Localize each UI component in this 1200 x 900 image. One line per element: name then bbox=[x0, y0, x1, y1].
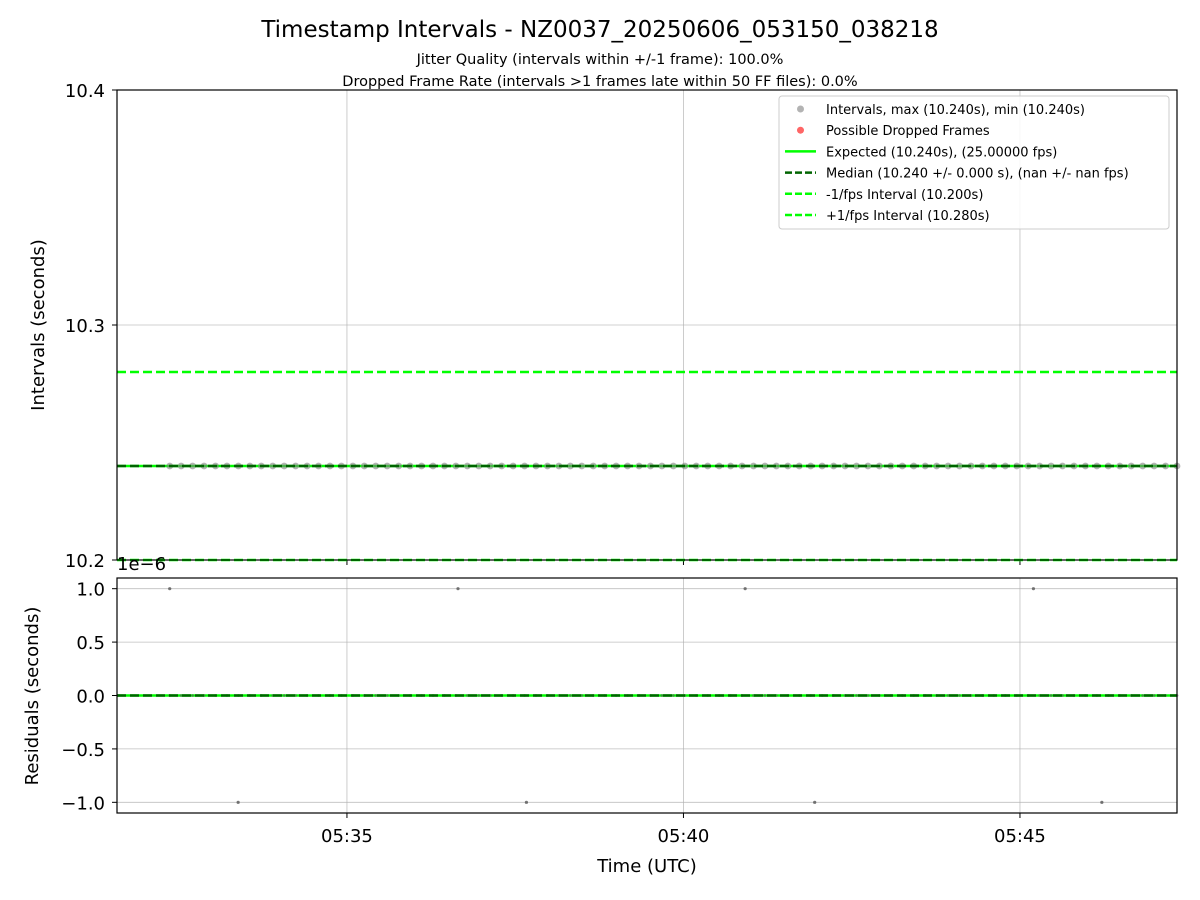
legend-label: Median (10.240 +/- 0.000 s), (nan +/- na… bbox=[826, 167, 1129, 182]
residual-point bbox=[855, 694, 858, 697]
legend-label: +1/fps Interval (10.280s) bbox=[826, 209, 990, 224]
interval-point bbox=[189, 462, 197, 470]
legend: Intervals, max (10.240s), min (10.240s) P… bbox=[778, 95, 1170, 230]
top-y-tick-label: 10.4 bbox=[65, 81, 105, 102]
residual-point bbox=[191, 694, 195, 697]
residual-panel: 05:35 05:40 05:45 1.0 0.5 0.0 −0.5 −1.0 bbox=[61, 577, 1179, 847]
bottom-y-tick-label: 1.0 bbox=[76, 580, 105, 601]
residual-point bbox=[671, 694, 675, 697]
legend-label: -1/fps Interval (10.200s) bbox=[826, 188, 983, 203]
residual-outlier-point bbox=[813, 800, 817, 804]
interval-point bbox=[177, 462, 185, 470]
residual-outlier-point bbox=[168, 587, 172, 591]
residual-point bbox=[866, 694, 870, 697]
interval-point bbox=[463, 462, 471, 470]
residual-point bbox=[374, 694, 378, 697]
top-y-tick-label: 10.3 bbox=[65, 316, 105, 337]
bottom-y-tick-label: 0.5 bbox=[76, 633, 105, 654]
interval-point bbox=[1139, 462, 1147, 470]
interval-point bbox=[956, 462, 963, 470]
residual-offset-label: 1e−6 bbox=[117, 554, 166, 575]
residual-point bbox=[580, 694, 584, 697]
interval-point bbox=[200, 462, 208, 470]
legend-frame bbox=[778, 95, 1170, 230]
legend-label: Intervals, max (10.240s), min (10.240s) bbox=[826, 103, 1085, 118]
residual-point bbox=[958, 694, 961, 697]
residual-point bbox=[282, 694, 286, 697]
interval-point bbox=[669, 462, 677, 470]
residual-outlier-point bbox=[456, 587, 460, 591]
interval-point bbox=[372, 462, 380, 470]
x-axis-label: Time (UTC) bbox=[596, 856, 697, 877]
interval-point bbox=[292, 462, 300, 470]
top-y-tick-label: 10.2 bbox=[65, 551, 105, 572]
interval-point bbox=[566, 462, 574, 470]
legend-marker-intervals bbox=[797, 105, 804, 113]
x-tick-label: 05:35 bbox=[321, 826, 373, 847]
interval-point bbox=[280, 462, 288, 470]
interval-point bbox=[1047, 462, 1055, 470]
interval-point bbox=[383, 462, 391, 470]
legend-label: Expected (10.240s), (25.00000 fps) bbox=[826, 145, 1057, 160]
bottom-y-axis-label: Residuals (seconds) bbox=[22, 607, 43, 786]
residual-point bbox=[477, 694, 481, 697]
interval-point bbox=[772, 462, 780, 470]
interval-point bbox=[269, 462, 277, 470]
residual-outlier-point bbox=[236, 800, 240, 804]
x-tick-label: 05:45 bbox=[994, 826, 1046, 847]
interval-point bbox=[761, 462, 769, 470]
residual-point bbox=[946, 694, 950, 697]
interval-point bbox=[475, 462, 483, 470]
residual-point bbox=[385, 694, 389, 697]
top-plot-frame bbox=[116, 89, 1178, 561]
residual-outlier-point bbox=[743, 587, 747, 591]
interval-point bbox=[944, 462, 952, 470]
bottom-y-tick-label: 0.0 bbox=[76, 687, 105, 708]
interval-point bbox=[578, 462, 586, 470]
top-y-axis-label: Intervals (seconds) bbox=[28, 239, 49, 411]
legend-label: Possible Dropped Frames bbox=[826, 124, 990, 139]
bottom-plot-frame bbox=[116, 577, 1178, 814]
residual-point bbox=[763, 694, 767, 697]
interval-point bbox=[1059, 462, 1066, 470]
residual-outlier-point bbox=[1100, 800, 1104, 804]
interval-point bbox=[750, 462, 757, 470]
residual-point bbox=[1141, 694, 1145, 697]
interval-point bbox=[1036, 462, 1044, 470]
interval-point bbox=[555, 462, 563, 470]
x-tick-label: 05:40 bbox=[658, 826, 710, 847]
chart-title: Timestamp Intervals - NZ0037_20250606_05… bbox=[260, 17, 938, 43]
interval-point bbox=[658, 462, 666, 470]
bottom-y-tick-label: −1.0 bbox=[61, 793, 105, 814]
chart-subtitle-jitter: Jitter Quality (intervals within +/-1 fr… bbox=[416, 52, 784, 68]
residual-point bbox=[179, 694, 183, 697]
interval-panel: 10.4 10.3 10.2 bbox=[65, 81, 1181, 572]
residual-point bbox=[1049, 694, 1053, 697]
residual-point bbox=[568, 694, 572, 697]
interval-point bbox=[1150, 462, 1158, 470]
interval-point bbox=[853, 462, 860, 470]
chart-subtitle-dropped: Dropped Frame Rate (intervals >1 frames … bbox=[342, 74, 857, 90]
interval-point bbox=[486, 462, 494, 470]
residual-outlier-point bbox=[524, 800, 529, 804]
bottom-y-tick-label: −0.5 bbox=[61, 740, 105, 761]
residual-point bbox=[660, 694, 664, 697]
legend-marker-dropped bbox=[797, 126, 804, 134]
interval-point bbox=[864, 462, 872, 470]
residual-point bbox=[1152, 694, 1156, 697]
residual-outlier-point bbox=[1031, 587, 1036, 591]
